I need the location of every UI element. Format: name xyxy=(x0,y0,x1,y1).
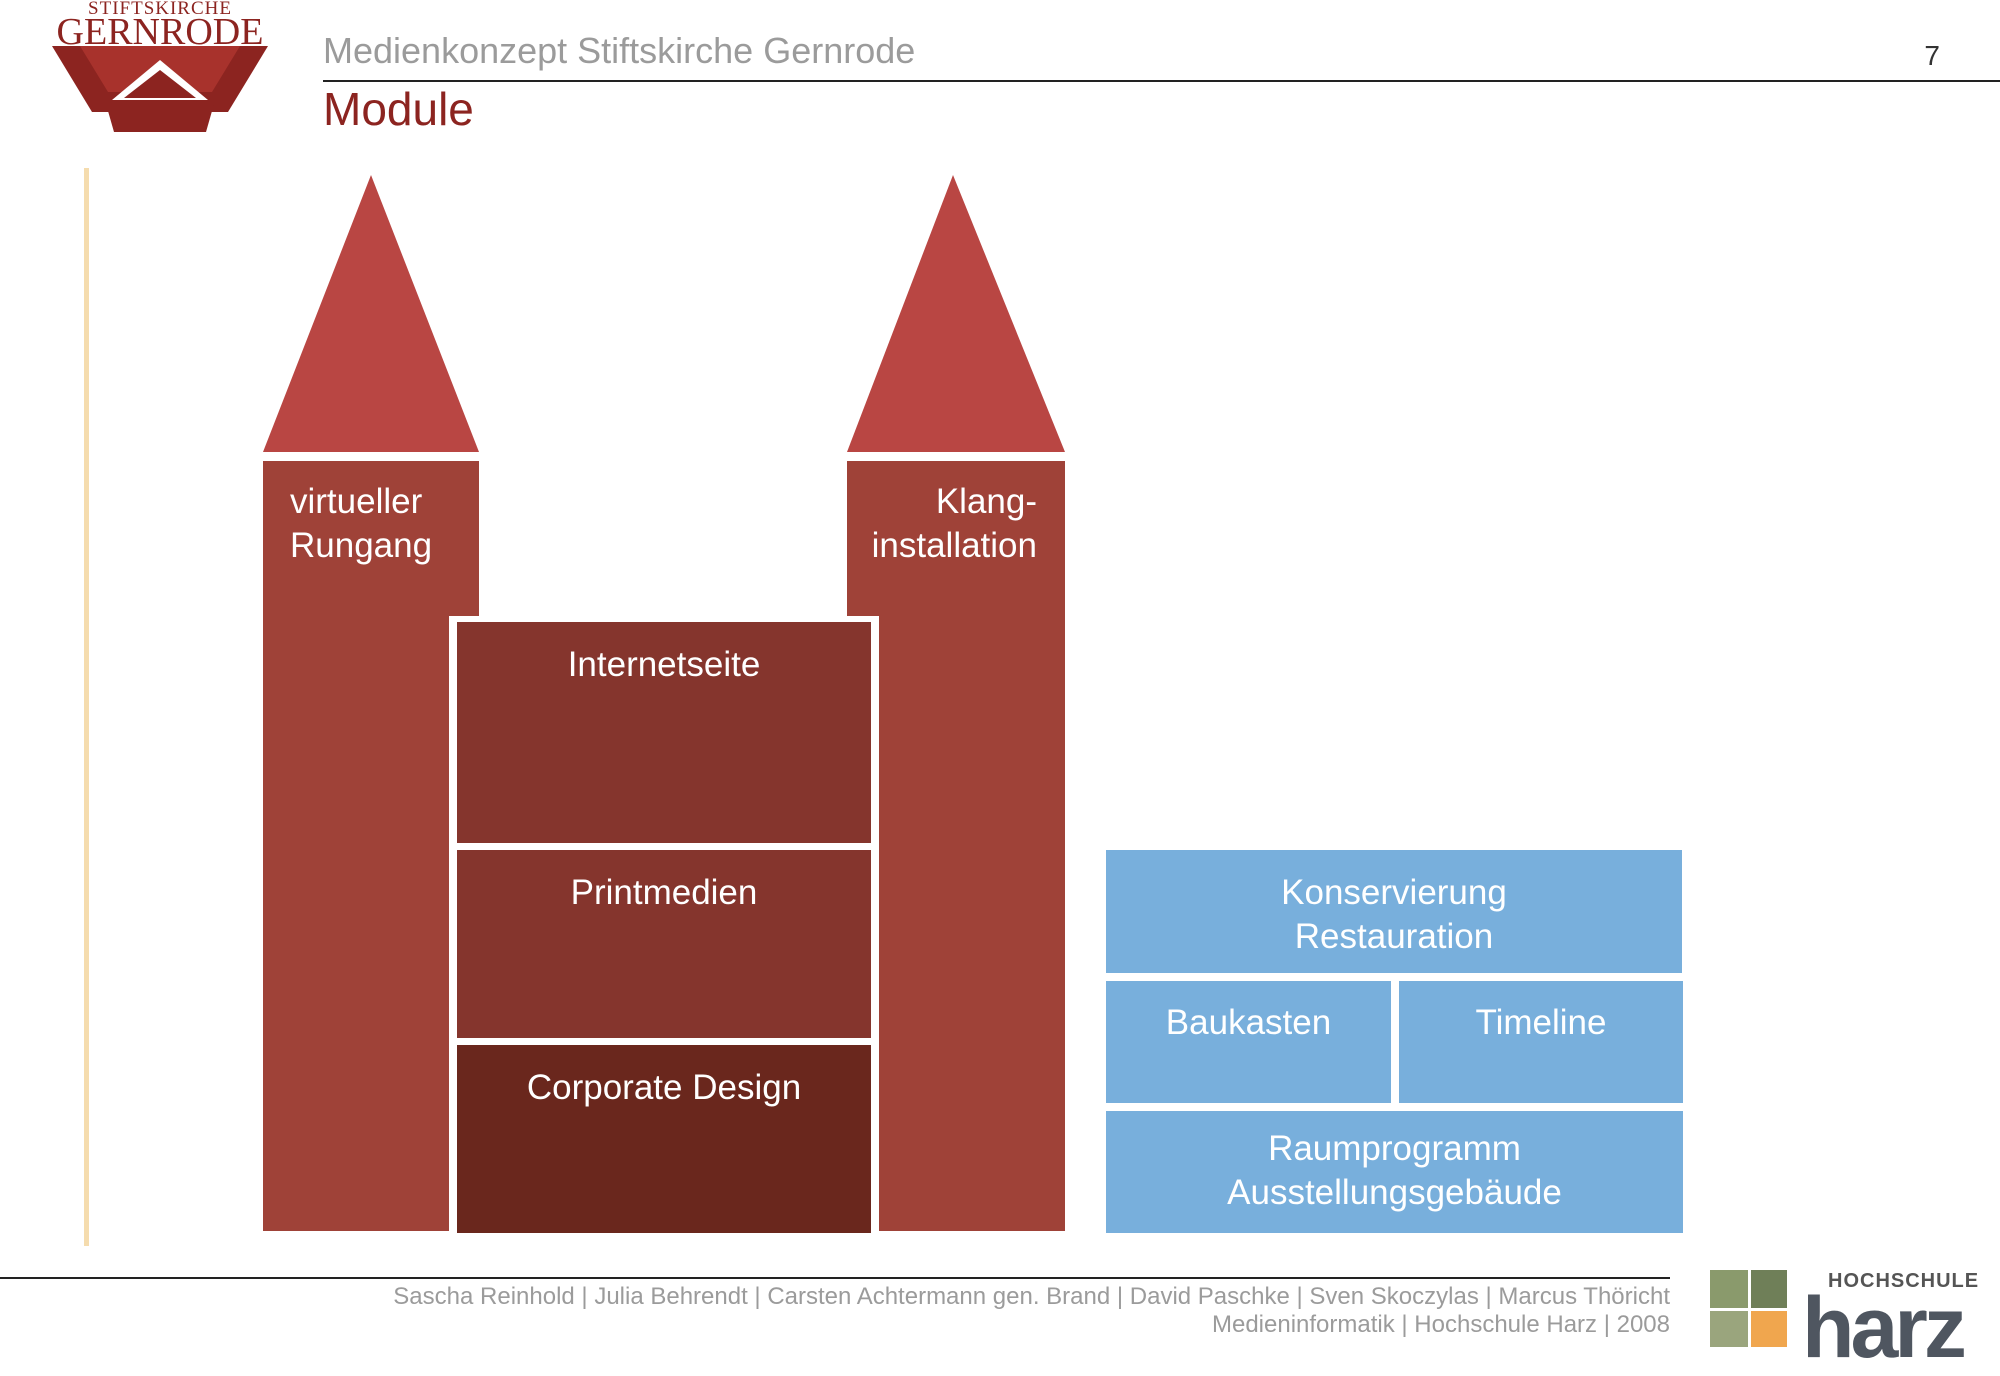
hochschule-harz-logo xyxy=(1710,1270,1960,1350)
blue-block-timeline xyxy=(1399,981,1683,1103)
right-tower-label-line2: installation xyxy=(871,526,1037,565)
stiftskirche-logo xyxy=(40,0,280,140)
left-tower-label-line2: Rungang xyxy=(290,526,433,565)
right-tower-label: Klang- installation xyxy=(847,480,1037,568)
left-tower-label-line1: virtueller xyxy=(290,482,423,521)
right-tower-label-line1: Klang- xyxy=(935,482,1037,521)
blue-label-baukasten: Baukasten xyxy=(1165,1003,1332,1042)
logo-line-stiftskirche: STIFTSKIRCHE xyxy=(88,0,232,19)
footer-divider xyxy=(0,1277,1670,1279)
left-tower-body xyxy=(263,461,479,1231)
left-accent-line xyxy=(84,168,89,1246)
slide-title: Module xyxy=(323,83,474,135)
harz-squares-icon xyxy=(1710,1270,1787,1347)
blue-label-raumprogramm-line1: Raumprogramm xyxy=(1268,1129,1521,1168)
blue-label-konservierung-line1: Konservierung xyxy=(1281,873,1507,912)
header-divider xyxy=(323,80,2000,82)
nave-block-internetseite xyxy=(457,622,871,843)
nave-label-internetseite: Internetseite xyxy=(567,645,761,684)
blue-block-raumprogramm xyxy=(1106,1111,1683,1233)
left-tower-roof xyxy=(263,175,479,452)
right-tower-body xyxy=(847,461,1065,1231)
blue-label-timeline: Timeline xyxy=(1475,1003,1607,1042)
blue-label-raumprogramm-line2: Ausstellungsgebäude xyxy=(1227,1173,1562,1212)
footer-authors: Sascha Reinhold | Julia Behrendt | Carst… xyxy=(393,1283,1670,1310)
harz-logo-wordmark: harz xyxy=(1802,1280,1967,1376)
logo-boat-icon xyxy=(52,46,268,132)
nave-block-corporate-design xyxy=(457,1045,871,1233)
presentation-subtitle: Medienkonzept Stiftskirche Gernrode xyxy=(323,30,916,71)
blue-block-konservierung xyxy=(1106,850,1682,973)
left-tower-label: virtueller Rungang xyxy=(290,480,432,568)
nave-block-printmedien xyxy=(457,850,871,1038)
blue-block-baukasten xyxy=(1106,981,1391,1103)
harz-logo-small-text: HOCHSCHULE xyxy=(1828,1270,1980,1292)
page-number: 7 xyxy=(1924,40,1940,71)
blue-label-konservierung-line2: Restauration xyxy=(1294,917,1494,956)
logo-line-gernrode: GERNRODE xyxy=(56,11,264,53)
footer-institution: Medieninformatik | Hochschule Harz | 200… xyxy=(1211,1311,1670,1338)
right-tower-roof xyxy=(847,175,1065,452)
blue-label-konservierung: Konservierung Restauration xyxy=(1106,871,1682,959)
blue-label-raumprogramm: Raumprogramm Ausstellungsgebäude xyxy=(1106,1127,1683,1215)
nave-label-corporate-design: Corporate Design xyxy=(526,1068,802,1107)
nave-label-printmedien: Printmedien xyxy=(570,873,758,912)
